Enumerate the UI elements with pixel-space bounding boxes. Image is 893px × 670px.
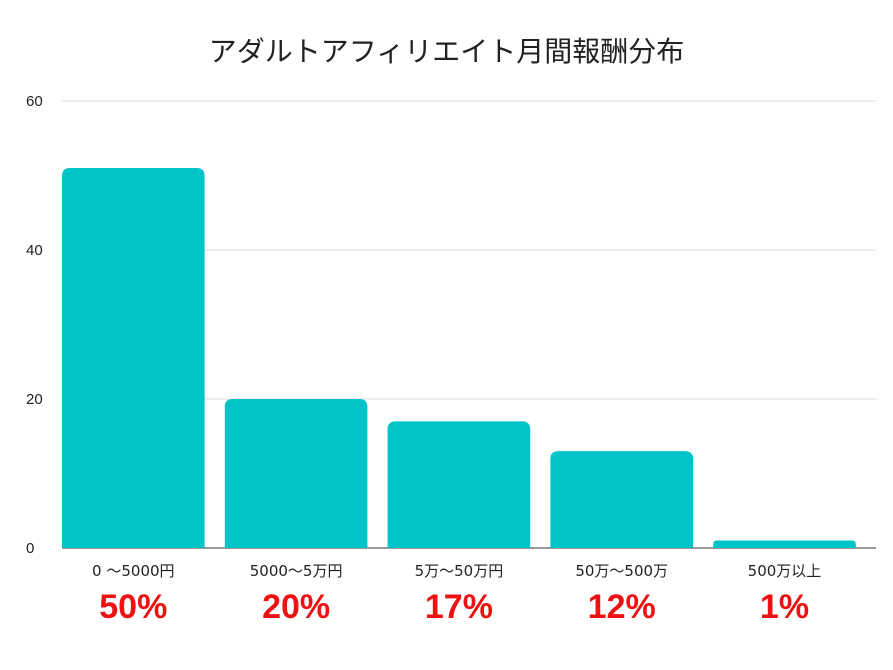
x-tick-label: 50万〜500万 [575,562,668,580]
x-tick-label: 500万以上 [748,562,822,580]
bars [62,168,856,549]
chart-title: アダルトアフィリエイト月間報酬分布 [208,35,685,68]
y-tick-label: 40 [26,242,43,259]
percent-label: 20% [262,588,330,626]
percent-label: 50% [99,588,167,626]
percent-label: 12% [588,588,656,626]
x-tick-label: 0 〜5000円 [92,562,175,580]
bar [224,399,368,548]
y-tick-label: 60 [26,93,43,110]
bar [550,451,694,548]
x-tick-label: 5000〜5万円 [250,562,343,580]
bar [62,168,205,549]
percent-labels: 50% 20% 17% 12% 1% [99,588,809,626]
bar [387,421,531,548]
x-tick-label: 5万〜50万円 [415,562,504,580]
y-tick-label: 0 [26,540,34,557]
x-axis-ticks: 0 〜5000円 5000〜5万円 5万〜50万円 50万〜500万 500万以上 [92,562,821,580]
y-tick-label: 20 [26,391,43,408]
bar [713,540,856,548]
y-axis-ticks: 0 20 40 60 [26,93,43,557]
percent-label: 17% [425,588,493,626]
percent-label: 1% [760,588,809,626]
